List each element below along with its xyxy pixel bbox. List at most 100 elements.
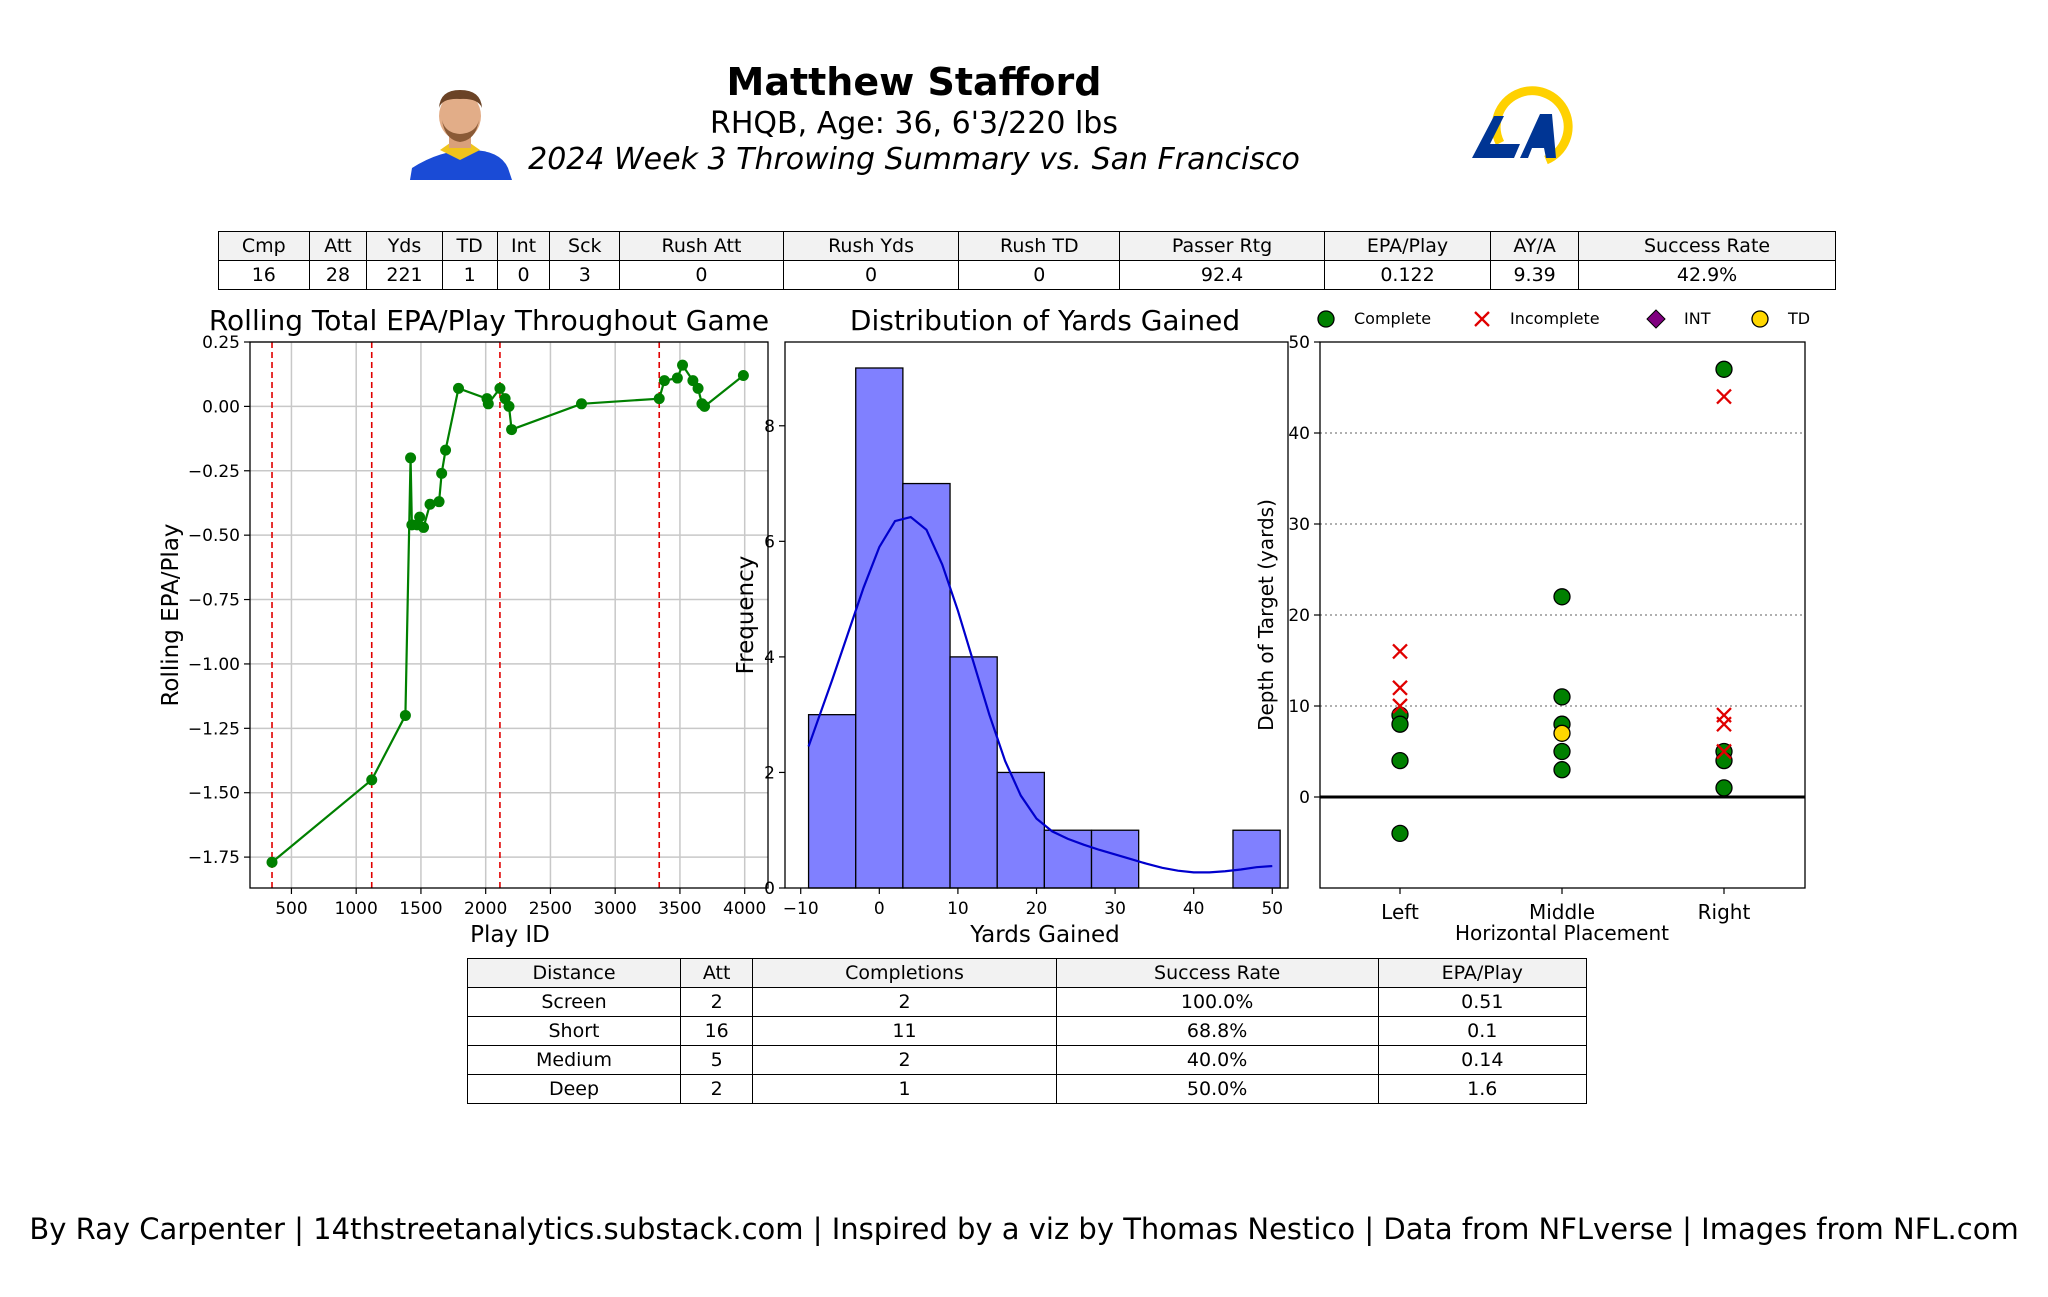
target-point-complete <box>1391 824 1409 843</box>
epa-point <box>677 359 689 371</box>
epa-point <box>687 375 699 387</box>
chart-title: Distribution of Yards Gained <box>850 304 1240 337</box>
target-point-complete <box>1391 715 1409 733</box>
x-tick-label: 20 <box>1026 899 1048 919</box>
histogram-bar <box>807 714 857 889</box>
epa-point <box>452 382 464 394</box>
distance-table: Distance Att Completions Success Rate EPA/Pl… <box>467 958 1588 1104</box>
stats-header-cell: AY/A <box>1490 231 1580 261</box>
y-tick-label: −1.50 <box>188 784 240 804</box>
x-axis-label: Horizontal Placement <box>1455 921 1669 945</box>
epa-point <box>503 400 515 412</box>
y-tick-label: 0.25 <box>202 333 240 353</box>
player-headshot-image <box>410 90 512 180</box>
stats-value-cell: 16 <box>218 260 310 290</box>
epa-point <box>653 393 665 405</box>
x-axis-label: Yards Gained <box>969 922 1120 948</box>
game-summary-title: 2024 Week 3 Throwing Summary vs. San Fra… <box>528 142 1300 177</box>
epa-series-line <box>271 362 745 864</box>
histogram-bar <box>902 482 951 889</box>
x-tick-label: Left <box>1381 900 1419 924</box>
legend-label: Complete <box>1354 309 1431 328</box>
distance-cell: 0.1 <box>1377 1016 1588 1046</box>
stats-header-cell: Yds <box>366 231 443 261</box>
epa-point <box>494 382 506 394</box>
target-point-incomplete <box>1392 698 1408 714</box>
stats-header-cell: Sck <box>549 231 621 261</box>
distance-header-cell: Att <box>679 958 754 988</box>
distance-cell: Screen <box>467 987 681 1017</box>
y-tick-label: 8 <box>764 417 775 437</box>
distance-row: Short 16 11 68.8% 0.1 <box>467 1016 1588 1046</box>
distance-cell: 5 <box>679 1045 754 1075</box>
epa-point <box>658 375 670 387</box>
stats-header-cell: Rush Att <box>619 231 784 261</box>
distance-row: Deep 2 1 50.0% 1.6 <box>467 1074 1588 1104</box>
x-tick-label: 30 <box>1104 899 1126 919</box>
stats-value-cell: 221 <box>366 260 443 290</box>
legend-label: INT <box>1684 309 1711 328</box>
x-tick-label: 40 <box>1183 899 1205 919</box>
target-point-incomplete <box>1392 643 1408 660</box>
x-tick-label: 2500 <box>529 899 572 919</box>
distance-header-row: Distance Att Completions Success Rate EPA/Pl… <box>467 958 1588 988</box>
distance-cell: 2 <box>752 987 1057 1017</box>
target-point-incomplete <box>1392 679 1408 696</box>
distance-cell: 100.0% <box>1055 987 1379 1017</box>
epa-point <box>266 856 278 868</box>
stats-header-cell: Success Rate <box>1578 231 1836 261</box>
y-axis-label: Depth of Target (yards) <box>1254 499 1278 731</box>
histogram-bar <box>996 771 1046 889</box>
kde-curve <box>807 515 1273 874</box>
target-point-incomplete <box>1716 716 1732 733</box>
y-tick-label: 6 <box>764 532 775 552</box>
stats-value-cell: 1 <box>441 260 498 290</box>
chart-title: Rolling Total EPA/Play Throughout Game <box>209 304 769 337</box>
team-logo <box>1472 86 1573 165</box>
y-tick-label: 2 <box>764 763 775 783</box>
distance-cell: 16 <box>679 1016 754 1046</box>
player-bio: RHQB, Age: 36, 6'3/220 lbs <box>710 106 1118 141</box>
epa-point <box>737 369 749 381</box>
legend-marker <box>1751 310 1769 328</box>
plot-frame <box>249 341 769 889</box>
histogram-bar <box>855 367 904 889</box>
stats-header-cell: EPA/Play <box>1323 231 1492 261</box>
y-tick-label: 30 <box>1288 515 1310 535</box>
stats-header-cell: Rush Yds <box>782 231 960 261</box>
x-tick-label: 50 <box>1261 899 1283 919</box>
epa-point <box>399 709 411 721</box>
histogram-bar <box>949 656 998 889</box>
x-tick-label: 3500 <box>658 899 701 919</box>
stats-value-cell: 0 <box>958 260 1121 290</box>
distance-cell: 0.14 <box>1377 1045 1588 1075</box>
distance-cell: 0.51 <box>1377 987 1588 1017</box>
y-axis-label: Frequency <box>733 556 759 675</box>
distance-cell: 11 <box>752 1016 1057 1046</box>
distance-cell: 2 <box>679 1074 754 1104</box>
x-tick-label: −10 <box>783 899 819 919</box>
target-point-complete <box>1715 360 1733 378</box>
epa-point <box>671 372 683 384</box>
epa-point <box>436 467 448 479</box>
stats-header-cell: TD <box>441 231 498 261</box>
x-axis-label: Play ID <box>470 922 550 948</box>
yards-distribution-chart: −10 0 10 20 30 40 50 0 2 4 6 8 Distribution of Yards… <box>733 304 1289 948</box>
stats-value-cell: 28 <box>308 260 368 290</box>
target-point-td <box>1553 724 1571 742</box>
epa-point <box>405 452 417 464</box>
y-tick-label: 0.00 <box>202 397 240 417</box>
stats-header-cell: Rush TD <box>958 231 1121 261</box>
y-tick-label: 50 <box>1288 333 1310 353</box>
legend-label: TD <box>1787 309 1810 328</box>
y-tick-label: −0.25 <box>188 462 240 482</box>
y-tick-label: −0.75 <box>188 591 240 611</box>
target-point-complete <box>1715 779 1733 797</box>
x-tick-label: 3000 <box>594 899 637 919</box>
credits-footer: By Ray Carpenter | 14thstreetanalytics.s… <box>29 1212 2019 1246</box>
legend-marker <box>1474 311 1490 327</box>
distance-cell: 2 <box>679 987 754 1017</box>
x-tick-label: 2000 <box>464 899 507 919</box>
distance-cell: 50.0% <box>1055 1074 1379 1104</box>
stats-header-cell: Passer Rtg <box>1119 231 1325 261</box>
